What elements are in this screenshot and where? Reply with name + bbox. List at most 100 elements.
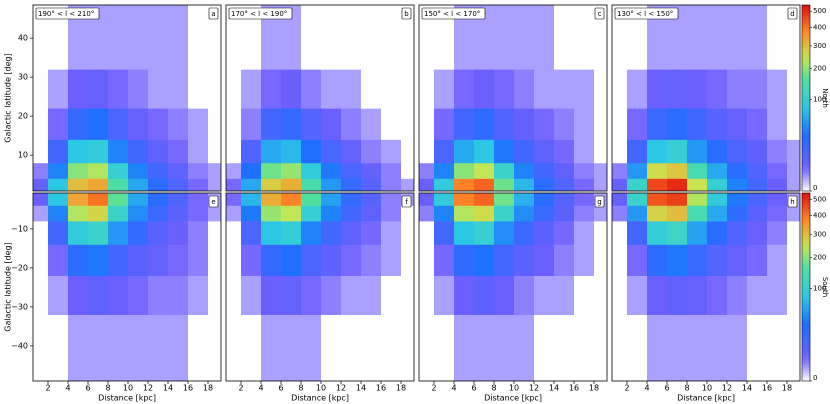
heat-cell — [381, 275, 402, 315]
heat-cell — [381, 221, 402, 245]
heat-cell — [594, 205, 607, 222]
heat-cell — [454, 205, 475, 222]
heat-cell — [454, 275, 475, 315]
heat-cell — [494, 108, 515, 140]
heat-cell — [148, 5, 169, 70]
heat-cell — [361, 314, 382, 381]
heat-cell — [261, 178, 282, 191]
heat-cell — [727, 5, 748, 70]
heat-cell — [168, 162, 189, 179]
heat-cell — [627, 69, 648, 109]
heat-cell — [33, 5, 49, 70]
heat-cell — [647, 178, 668, 191]
heat-cell — [241, 69, 262, 109]
heat-cell — [68, 314, 89, 381]
heat-cell — [48, 139, 69, 164]
heat-cell — [381, 162, 402, 179]
heat-cell — [321, 5, 342, 70]
heat-cell — [401, 221, 414, 245]
heat-cell — [474, 314, 495, 381]
heat-cell — [574, 193, 595, 206]
heat-cell — [148, 314, 169, 381]
heat-cell — [361, 108, 382, 140]
heat-cell — [612, 69, 628, 109]
x-axis-label: Distance [kpc] — [291, 394, 349, 403]
heat-cell — [554, 221, 575, 245]
heat-cell — [434, 221, 455, 245]
x-tick-label: 12 — [336, 384, 346, 393]
heat-cell — [514, 221, 535, 245]
heat-cell — [261, 108, 282, 140]
heat-cell — [627, 244, 648, 276]
heat-cell — [434, 314, 455, 381]
colorbar-tick-label: 300 — [813, 230, 826, 238]
heat-cell — [594, 221, 607, 245]
heat-cell — [33, 69, 49, 109]
heat-cell — [514, 69, 535, 109]
heat-cell — [401, 139, 414, 164]
heat-cell — [148, 178, 169, 191]
x-tick-label: 2 — [624, 384, 629, 393]
heat-cell — [208, 314, 221, 381]
heat-cell — [747, 221, 768, 245]
heat-cell — [88, 108, 109, 140]
colorbar-tick-label: 200 — [813, 253, 826, 261]
heat-cell — [514, 139, 535, 164]
heat-cell — [419, 221, 435, 245]
heat-cell — [534, 221, 555, 245]
heat-cell — [434, 205, 455, 222]
heat-cell — [301, 108, 322, 140]
heat-cell — [321, 139, 342, 164]
x-tick-label: 14 — [163, 384, 173, 393]
colorbar — [801, 192, 811, 382]
heat-cell — [401, 275, 414, 315]
x-tick-label: 6 — [471, 384, 476, 393]
heat-cell — [241, 193, 262, 206]
panel-frame — [225, 4, 415, 192]
heat-cell — [787, 162, 800, 179]
panel-label: 130° < l < 150° — [617, 10, 673, 18]
heat-cell — [554, 275, 575, 315]
heat-cell — [226, 314, 242, 381]
heat-cell — [281, 314, 302, 381]
heat-cell — [128, 178, 149, 191]
heat-cell — [88, 162, 109, 179]
panel-label: 190° < l < 210° — [38, 10, 94, 18]
heat-cell — [647, 139, 668, 164]
heat-cell — [434, 162, 455, 179]
heat-cell — [747, 69, 768, 109]
heat-cell — [226, 193, 242, 206]
heat-cell — [281, 244, 302, 276]
heat-cell — [494, 275, 515, 315]
heat-cell — [494, 193, 515, 206]
heat-cell — [48, 244, 69, 276]
heat-cell — [281, 5, 302, 70]
heat-cell — [454, 178, 475, 191]
heat-cell — [241, 139, 262, 164]
x-tick-label: 18 — [203, 384, 213, 393]
heat-cell — [341, 5, 362, 70]
heat-cell — [188, 314, 209, 381]
heat-cell — [707, 5, 728, 70]
heat-cell — [787, 178, 800, 191]
heat-cell — [208, 178, 221, 191]
heat-cell — [148, 193, 169, 206]
x-tick-label: 14 — [742, 384, 752, 393]
heat-cell — [321, 108, 342, 140]
panel-letter: d — [790, 10, 794, 18]
heat-cell — [108, 69, 129, 109]
heat-cell — [667, 162, 688, 179]
heat-cell — [168, 205, 189, 222]
x-axis-label: Distance [kpc] — [677, 394, 735, 403]
heat-cell — [687, 178, 708, 191]
heat-cell — [787, 275, 800, 315]
heat-cell — [128, 221, 149, 245]
heat-cell — [454, 108, 475, 140]
heat-cell — [612, 314, 628, 381]
x-tick-label: 10 — [123, 384, 133, 393]
x-tick-label: 8 — [105, 384, 110, 393]
heat-cell — [68, 275, 89, 315]
heatmap — [33, 5, 221, 191]
heat-cell — [226, 275, 242, 315]
panel-letter: e — [211, 198, 215, 206]
